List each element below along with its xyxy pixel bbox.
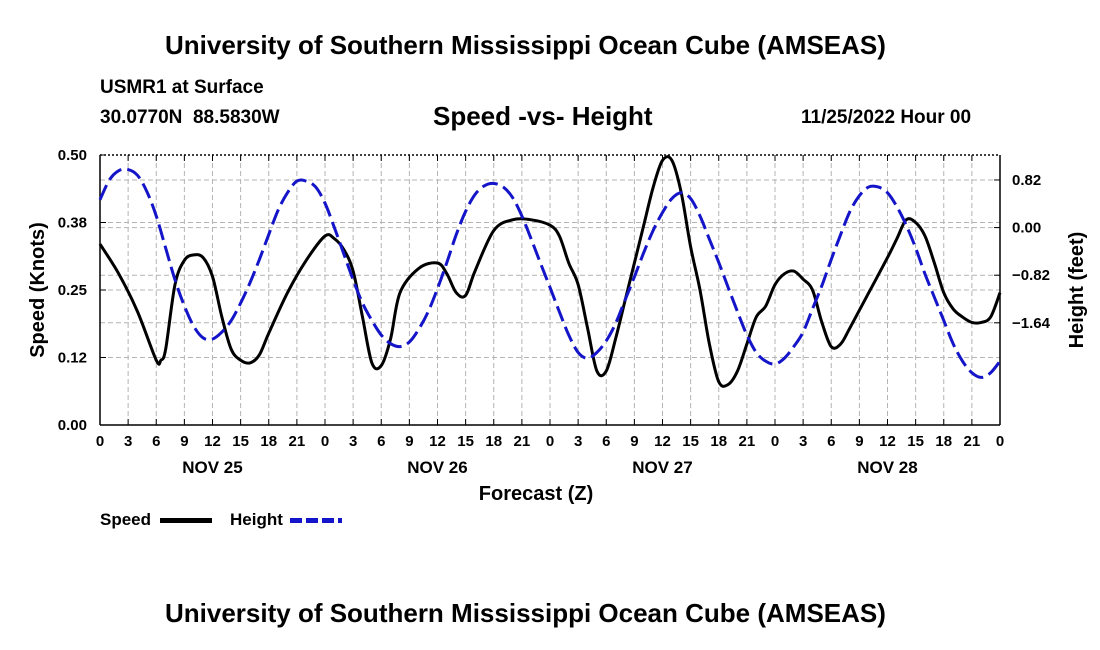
x-tick-label: 18 — [710, 433, 727, 450]
chart-title: Speed -vs- Height — [433, 101, 653, 131]
x-tick-label: 18 — [260, 433, 277, 450]
page-title: University of Southern Mississippi Ocean… — [165, 30, 886, 60]
x-tick-label: 15 — [682, 433, 699, 450]
legend-label-speed: Speed — [100, 510, 152, 529]
x-tick-label: 21 — [739, 433, 756, 450]
x-tick-label: 12 — [879, 433, 896, 450]
x-tick-label: 21 — [289, 433, 306, 450]
y-tick-label: 0.50 — [58, 147, 87, 164]
x-tick-label: 6 — [377, 433, 385, 450]
x-tick-label: 9 — [855, 433, 863, 450]
x-tick-label: 0 — [96, 433, 104, 450]
series-line-height — [98, 167, 1002, 379]
series-lines — [98, 155, 1002, 388]
x-tick-label: 0 — [546, 433, 554, 450]
legend-label-height: Height — [230, 510, 283, 529]
x-tick-label: 15 — [457, 433, 474, 450]
x-tick-label: 6 — [827, 433, 835, 450]
day-label: NOV 28 — [857, 458, 917, 477]
y2-tick-label: −1.64 — [1012, 315, 1051, 332]
x-tick-label: 3 — [799, 433, 807, 450]
station-label: USMR1 at Surface — [100, 77, 264, 98]
x-tick-label: 6 — [602, 433, 610, 450]
x-tick-label: 9 — [180, 433, 188, 450]
station-coordinates: 30.0770N 88.5830W — [100, 107, 280, 128]
axes: 0 3 6 9 12 15 18 21 0 3 6 9 12 15 18 21 0 3 6 9 12 15 18 21 0 3 6 9… — [58, 147, 1051, 477]
y-tick-label: 0.00 — [58, 417, 87, 434]
x-tick-label: 3 — [349, 433, 357, 450]
x-tick-label: 3 — [574, 433, 582, 450]
day-label: NOV 26 — [407, 458, 467, 477]
x-tick-label: 21 — [964, 433, 981, 450]
footer-title: University of Southern Mississippi Ocean… — [165, 598, 886, 628]
x-tick-label: 18 — [485, 433, 502, 450]
day-label: NOV 27 — [632, 458, 692, 477]
x-tick-label: 12 — [204, 433, 221, 450]
x-tick-label: 9 — [405, 433, 413, 450]
grid-lines — [100, 155, 1000, 425]
x-tick-label: 9 — [630, 433, 638, 450]
x-tick-label: 3 — [124, 433, 132, 450]
x-tick-label: 15 — [232, 433, 249, 450]
day-label: NOV 25 — [182, 458, 242, 477]
x-tick-label: 0 — [771, 433, 779, 450]
x-tick-label: 0 — [996, 433, 1004, 450]
y-tick-label: 0.12 — [58, 350, 87, 367]
x-tick-label: 6 — [152, 433, 160, 450]
y2-tick-label: 0.00 — [1012, 220, 1041, 237]
y-tick-label: 0.38 — [58, 215, 87, 232]
y2-tick-label: 0.82 — [1012, 172, 1041, 189]
x-tick-label: 12 — [429, 433, 446, 450]
y-axis-label: Speed (Knots) — [27, 222, 49, 358]
y-tick-label: 0.25 — [58, 282, 87, 299]
legend-swatch-height — [290, 518, 342, 523]
series-line-speed — [98, 155, 1002, 388]
y2-tick-label: −0.82 — [1012, 267, 1050, 284]
x-tick-label: 21 — [514, 433, 531, 450]
forecast-datetime: 11/25/2022 Hour 00 — [801, 107, 972, 128]
x-tick-label: 18 — [935, 433, 952, 450]
x-tick-label: 15 — [907, 433, 924, 450]
y2-axis-label: Height (feet) — [1066, 232, 1088, 349]
legend-swatch-speed — [160, 518, 212, 523]
x-axis-label: Forecast (Z) — [479, 483, 593, 505]
x-tick-label: 12 — [654, 433, 671, 450]
x-tick-label: 0 — [321, 433, 329, 450]
